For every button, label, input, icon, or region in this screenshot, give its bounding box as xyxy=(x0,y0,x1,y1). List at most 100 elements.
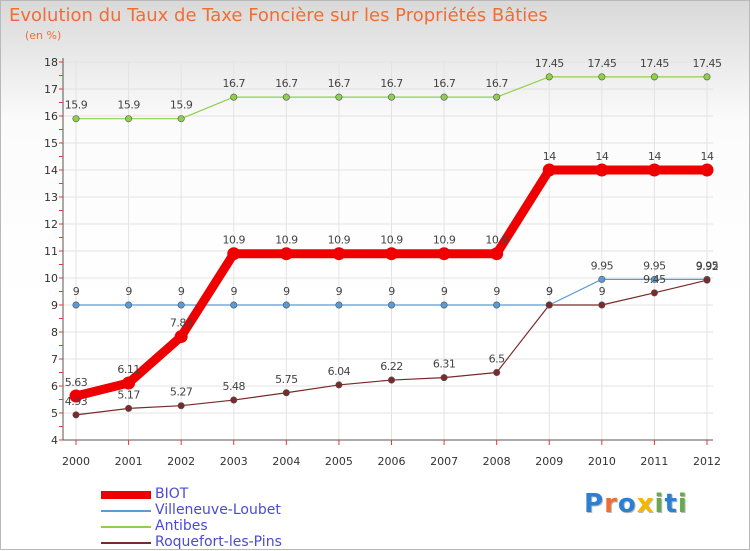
data-label-antibes: 16.7 xyxy=(328,77,351,90)
x-tick-label: 2002 xyxy=(167,455,195,468)
data-label-antibes: 16.7 xyxy=(380,77,403,90)
data-label-villeneuve-loubet: 9 xyxy=(231,285,238,298)
data-label-villeneuve-loubet: 9 xyxy=(125,285,132,298)
legend-item-villeneuve-loubet: Villeneuve-Loubet xyxy=(101,502,361,519)
data-label-roquefort-les-pins: 6.31 xyxy=(433,358,456,371)
x-tick-label: 2000 xyxy=(62,455,90,468)
data-label-biot: 14 xyxy=(595,150,608,163)
y-tick-label: 4 xyxy=(51,434,58,447)
data-point-villeneuve-loubet xyxy=(335,301,343,309)
data-label-roquefort-les-pins: 6.22 xyxy=(380,360,403,373)
x-tick-label: 2003 xyxy=(220,455,248,468)
legend-label-biot: BIOT xyxy=(155,486,189,502)
chart-subtitle: (en %) xyxy=(25,29,62,42)
data-label-roquefort-les-pins: 5.75 xyxy=(275,373,298,386)
data-label-biot: 10.9 xyxy=(485,234,508,247)
data-point-roquefort-les-pins xyxy=(230,396,238,404)
data-point-roquefort-les-pins xyxy=(703,276,711,284)
data-point-antibes xyxy=(125,115,133,123)
data-point-villeneuve-loubet xyxy=(230,301,238,309)
data-label-villeneuve-loubet: 9 xyxy=(73,285,80,298)
data-point-biot xyxy=(700,163,714,177)
data-point-biot xyxy=(69,389,83,403)
y-tick-label: 8 xyxy=(51,326,58,339)
data-point-villeneuve-loubet xyxy=(493,301,501,309)
data-point-roquefort-les-pins xyxy=(387,376,395,384)
data-label-roquefort-les-pins: 9 xyxy=(546,285,553,298)
y-tick-label: 9 xyxy=(51,299,58,312)
x-tick-label: 2007 xyxy=(430,455,458,468)
data-point-antibes xyxy=(282,93,290,101)
data-label-biot: 14 xyxy=(543,150,556,163)
legend-swatch-biot xyxy=(101,491,151,499)
data-label-biot: 7.83 xyxy=(170,317,193,330)
y-tick-label: 12 xyxy=(44,218,58,231)
data-point-biot xyxy=(122,376,136,390)
data-label-villeneuve-loubet: 9 xyxy=(388,285,395,298)
data-label-roquefort-les-pins: 5.27 xyxy=(170,386,193,399)
data-label-villeneuve-loubet: 9.95 xyxy=(643,259,666,272)
data-label-roquefort-les-pins: 5.17 xyxy=(117,388,140,401)
y-tick-label: 15 xyxy=(44,137,58,150)
data-point-biot xyxy=(490,247,504,261)
legend-label-roquefort-les-pins: Roquefort-les-Pins xyxy=(155,534,282,550)
data-point-biot xyxy=(227,247,241,261)
data-point-villeneuve-loubet xyxy=(440,301,448,309)
y-tick-label: 17 xyxy=(44,83,58,96)
data-label-antibes: 17.45 xyxy=(587,57,616,70)
y-tick-label: 18 xyxy=(44,56,58,69)
y-tick-label: 11 xyxy=(44,245,58,258)
data-label-biot: 10.9 xyxy=(223,234,246,247)
data-label-antibes: 17.45 xyxy=(640,57,669,70)
data-label-roquefort-les-pins: 6.5 xyxy=(489,353,505,366)
data-point-antibes xyxy=(703,73,711,81)
data-point-antibes xyxy=(545,73,553,81)
data-label-villeneuve-loubet: 9.95 xyxy=(696,259,719,272)
data-point-villeneuve-loubet xyxy=(177,301,185,309)
data-label-biot: 14 xyxy=(701,150,714,163)
chart-title: Evolution du Taux de Taxe Foncière sur l… xyxy=(9,5,548,26)
data-point-antibes xyxy=(650,73,658,81)
data-label-antibes: 15.9 xyxy=(65,99,88,112)
data-point-biot xyxy=(437,247,451,261)
y-tick-label: 14 xyxy=(44,164,58,177)
data-label-roquefort-les-pins: 4.93 xyxy=(65,395,88,408)
data-point-antibes xyxy=(72,115,80,123)
x-tick-label: 2005 xyxy=(325,455,353,468)
data-point-roquefort-les-pins xyxy=(125,404,133,412)
proxiti-logo[interactable]: Proxiti xyxy=(584,489,688,519)
data-point-roquefort-les-pins xyxy=(545,301,553,309)
y-tick-label: 10 xyxy=(44,272,58,285)
y-tick-label: 7 xyxy=(51,353,58,366)
data-point-antibes xyxy=(387,93,395,101)
data-point-antibes xyxy=(493,93,501,101)
data-point-villeneuve-loubet xyxy=(72,301,80,309)
data-point-roquefort-les-pins xyxy=(177,402,185,410)
legend-swatch-antibes xyxy=(101,526,151,528)
data-label-villeneuve-loubet: 9 xyxy=(493,285,500,298)
data-point-villeneuve-loubet xyxy=(387,301,395,309)
data-label-roquefort-les-pins: 6.04 xyxy=(328,365,351,378)
data-point-villeneuve-loubet xyxy=(282,301,290,309)
data-label-antibes: 16.7 xyxy=(485,77,508,90)
legend-swatch-roquefort-les-pins xyxy=(101,542,151,544)
data-point-villeneuve-loubet xyxy=(650,275,658,283)
data-point-biot xyxy=(279,247,293,261)
data-label-biot: 14 xyxy=(648,150,661,163)
data-point-villeneuve-loubet xyxy=(598,275,606,283)
data-label-antibes: 16.7 xyxy=(275,77,298,90)
data-label-biot: 10.9 xyxy=(380,234,403,247)
legend-item-roquefort-les-pins: Roquefort-les-Pins xyxy=(101,534,361,551)
data-label-antibes: 15.9 xyxy=(117,99,140,112)
data-label-biot: 10.9 xyxy=(275,234,298,247)
data-point-roquefort-les-pins xyxy=(493,368,501,376)
data-label-villeneuve-loubet: 9 xyxy=(178,285,185,298)
data-label-antibes: 16.7 xyxy=(433,77,456,90)
data-point-biot xyxy=(385,247,398,261)
x-tick-label: 2008 xyxy=(483,455,511,468)
data-label-villeneuve-loubet: 9 xyxy=(441,285,448,298)
data-point-antibes xyxy=(177,115,185,123)
legend-swatch-villeneuve-loubet xyxy=(101,510,151,512)
x-tick-label: 2004 xyxy=(272,455,300,468)
